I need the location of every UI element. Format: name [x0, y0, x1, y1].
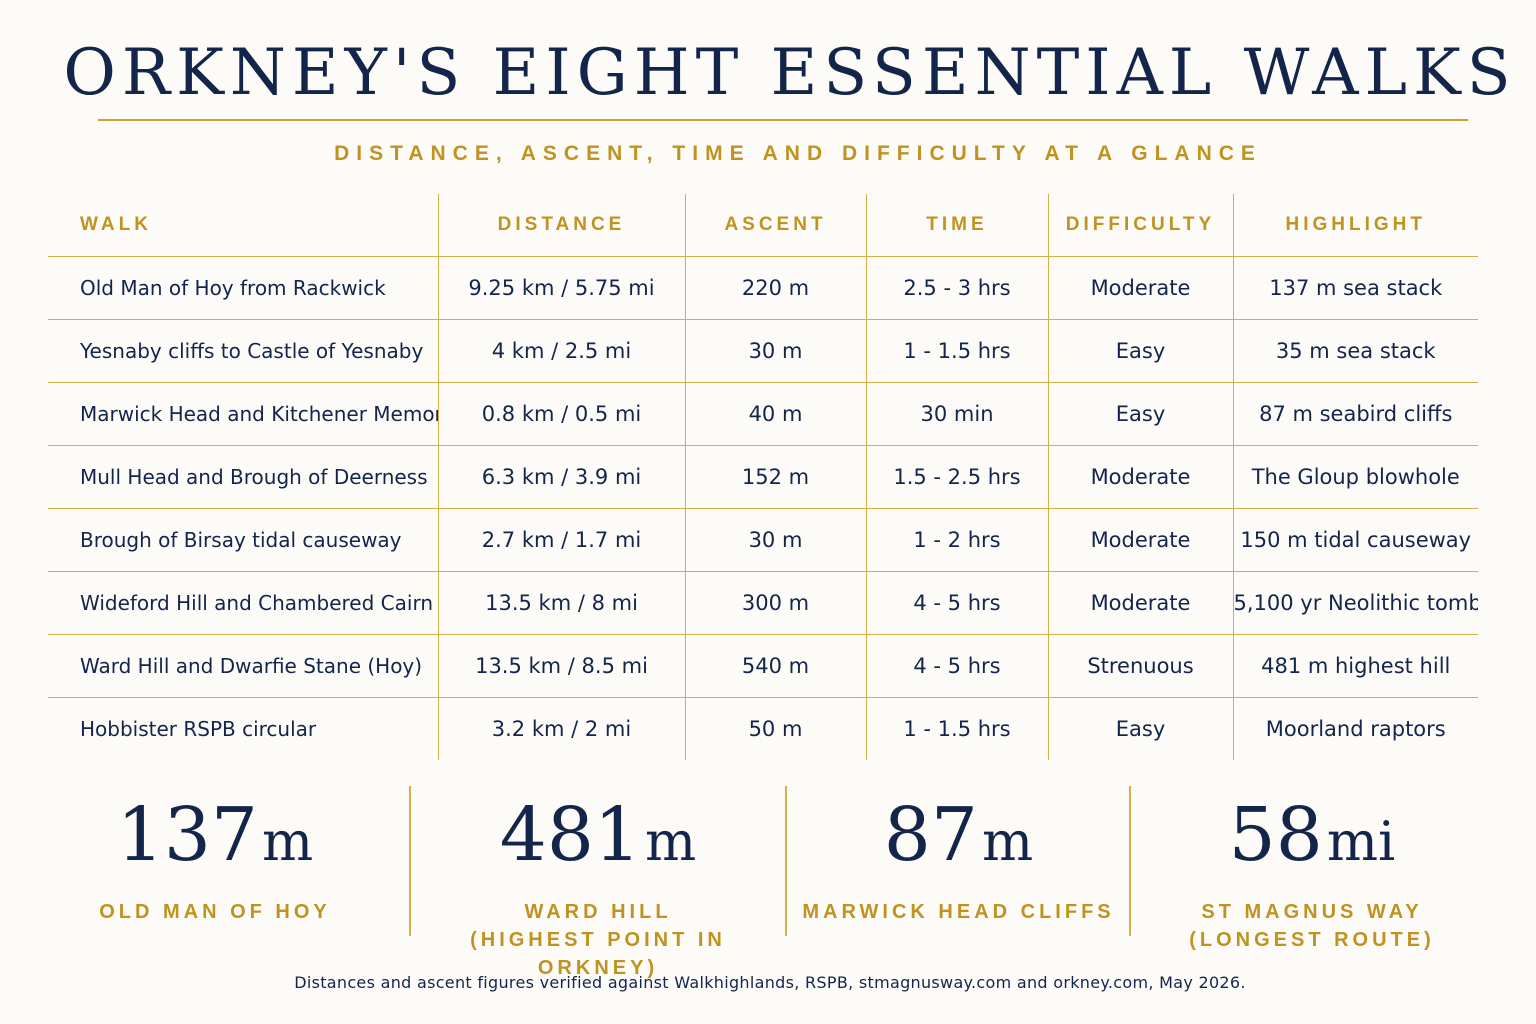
cell-time: 1 - 1.5 hrs — [865, 697, 1048, 760]
header-highlight: HIGHLIGHT — [1232, 194, 1478, 257]
cell-walk: Ward Hill and Dwarfie Stane (Hoy) — [48, 634, 438, 698]
cell-ascent: 30 m — [684, 508, 866, 572]
cell-walk: Old Man of Hoy from Rackwick — [48, 256, 438, 320]
stat-label: ST MAGNUS WAY — [1201, 901, 1423, 923]
cell-distance: 6.3 km / 3.9 mi — [437, 445, 685, 509]
stat-old-man-of-hoy: 137m OLD MAN OF HOY — [20, 786, 410, 936]
stat-value: 137m — [20, 792, 410, 898]
cell-difficulty: Easy — [1047, 319, 1233, 383]
cell-walk: Hobbister RSPB circular — [80, 717, 317, 741]
cell-time: 1 - 1.5 hrs — [865, 319, 1048, 383]
cell-walk: Brough of Birsay tidal causeway — [48, 508, 438, 572]
cell-time: 1.5 - 2.5 hrs — [865, 445, 1048, 509]
cell-ascent: 40 m — [684, 382, 866, 446]
cell-time: 4 - 5 hrs — [865, 634, 1048, 698]
stat-divider — [1129, 786, 1131, 936]
cell-ascent: 220 m — [684, 256, 866, 320]
cell-ascent: 300 m — [684, 571, 866, 635]
cell-walk: Marwick Head and Kitchener Memorial — [48, 382, 438, 446]
header-walk: WALK — [48, 194, 438, 257]
stat-label: MARWICK HEAD CLIFFS — [802, 901, 1115, 923]
cell-difficulty: Moderate — [1047, 571, 1233, 635]
cell-distance: 0.8 km / 0.5 mi — [437, 382, 685, 446]
stat-label: OLD MAN OF HOY — [99, 901, 331, 923]
cell-time: 1 - 2 hrs — [865, 508, 1048, 572]
stat-unit: m — [981, 810, 1034, 873]
stat-value: 481m — [411, 792, 785, 898]
stat-number: 481 — [499, 792, 642, 878]
table-row: Mull Head and Brough of Deerness 6.3 km … — [48, 445, 1478, 509]
cell-ascent: 152 m — [684, 445, 866, 509]
stat-number: 58 — [1228, 792, 1323, 878]
table-row: Yesnaby cliffs to Castle of Yesnaby 4 km… — [48, 319, 1478, 383]
stat-label: WARD HILL — [524, 901, 672, 923]
header-ascent: ASCENT — [684, 194, 866, 257]
cell-distance: 9.25 km / 5.75 mi — [437, 256, 685, 320]
cell-time: 4 - 5 hrs — [865, 571, 1048, 635]
cell-highlight: 137 m sea stack — [1232, 256, 1478, 320]
cell-distance: 3.2 km / 2 mi — [437, 697, 685, 760]
cell-highlight: 5,100 yr Neolithic tomb — [1232, 571, 1478, 635]
cell-highlight: 35 m sea stack — [1232, 319, 1478, 383]
stat-ward-hill: 481m WARD HILL (HIGHEST POINT IN ORKNEY) — [411, 786, 785, 979]
cell-distance: 13.5 km / 8.5 mi — [437, 634, 685, 698]
cell-ascent: 540 m — [684, 634, 866, 698]
cell-highlight: 150 m tidal causeway — [1232, 508, 1478, 572]
cell-walk: Wideford Hill and Chambered Cairn — [48, 571, 438, 635]
cell-highlight: The Gloup blowhole — [1232, 445, 1478, 509]
table-header-row: WALK DISTANCE ASCENT TIME DIFFICULTY HIG… — [48, 194, 1478, 257]
page-title: ORKNEY'S EIGHT ESSENTIAL WALKS — [63, 36, 1517, 110]
walks-table: WALK DISTANCE ASCENT TIME DIFFICULTY HIG… — [48, 194, 1478, 760]
cell-time: 2.5 - 3 hrs — [865, 256, 1048, 320]
cell-difficulty: Moderate — [1047, 256, 1233, 320]
cell-difficulty: Easy — [1047, 697, 1233, 760]
stat-marwick-head: 87m MARWICK HEAD CLIFFS — [787, 786, 1130, 936]
cell-distance: 4 km / 2.5 mi — [437, 319, 685, 383]
cell-distance: 2.7 km / 1.7 mi — [437, 508, 685, 572]
table-row: Hobbister RSPB circular 3.2 km / 2 mi 50… — [48, 697, 1478, 760]
header-time: TIME — [865, 194, 1048, 257]
header-distance: DISTANCE — [437, 194, 685, 257]
stat-unit: m — [645, 810, 697, 873]
footnote: Distances and ascent figures verified ag… — [294, 973, 1246, 992]
stat-unit: mi — [1326, 810, 1396, 873]
stat-sublabel: (HIGHEST POINT IN ORKNEY) — [470, 929, 726, 979]
cell-walk: Yesnaby cliffs to Castle of Yesnaby — [48, 319, 438, 383]
cell-difficulty: Moderate — [1047, 508, 1233, 572]
stat-number: 87 — [883, 792, 978, 878]
cell-ascent: 50 m — [684, 697, 866, 760]
cell-walk: Mull Head and Brough of Deerness — [48, 445, 438, 509]
stat-value: 58mi — [1131, 792, 1493, 898]
cell-highlight: Moorland raptors — [1232, 697, 1478, 760]
title-divider — [98, 119, 1468, 121]
cell-ascent: 30 m — [684, 319, 866, 383]
header-difficulty: DIFFICULTY — [1047, 194, 1233, 257]
stat-divider — [409, 786, 411, 936]
page-subtitle: DISTANCE, ASCENT, TIME AND DIFFICULTY AT… — [334, 142, 1262, 165]
stats-panel: 137m OLD MAN OF HOY 481m WARD HILL (HIGH… — [20, 786, 1520, 979]
table-row: Brough of Birsay tidal causeway 2.7 km /… — [48, 508, 1478, 572]
cell-difficulty: Strenuous — [1047, 634, 1233, 698]
stat-value: 87m — [787, 792, 1130, 898]
cell-time: 30 min — [865, 382, 1048, 446]
cell-highlight: 87 m seabird cliffs — [1232, 382, 1478, 446]
stat-divider — [785, 786, 787, 936]
cell-difficulty: Easy — [1047, 382, 1233, 446]
stat-number: 137 — [116, 792, 259, 878]
table-row: Old Man of Hoy from Rackwick 9.25 km / 5… — [48, 256, 1478, 320]
cell-distance: 13.5 km / 8 mi — [437, 571, 685, 635]
cell-highlight: 481 m highest hill — [1232, 634, 1478, 698]
table-row: Marwick Head and Kitchener Memorial 0.8 … — [48, 382, 1478, 446]
table-row: Ward Hill and Dwarfie Stane (Hoy) 13.5 k… — [48, 634, 1478, 698]
cell-difficulty: Moderate — [1047, 445, 1233, 509]
stat-unit: m — [262, 810, 314, 873]
stat-st-magnus-way: 58mi ST MAGNUS WAY (LONGEST ROUTE) — [1131, 786, 1493, 951]
stat-sublabel: (LONGEST ROUTE) — [1189, 929, 1435, 951]
table-row: Wideford Hill and Chambered Cairn 13.5 k… — [48, 571, 1478, 635]
